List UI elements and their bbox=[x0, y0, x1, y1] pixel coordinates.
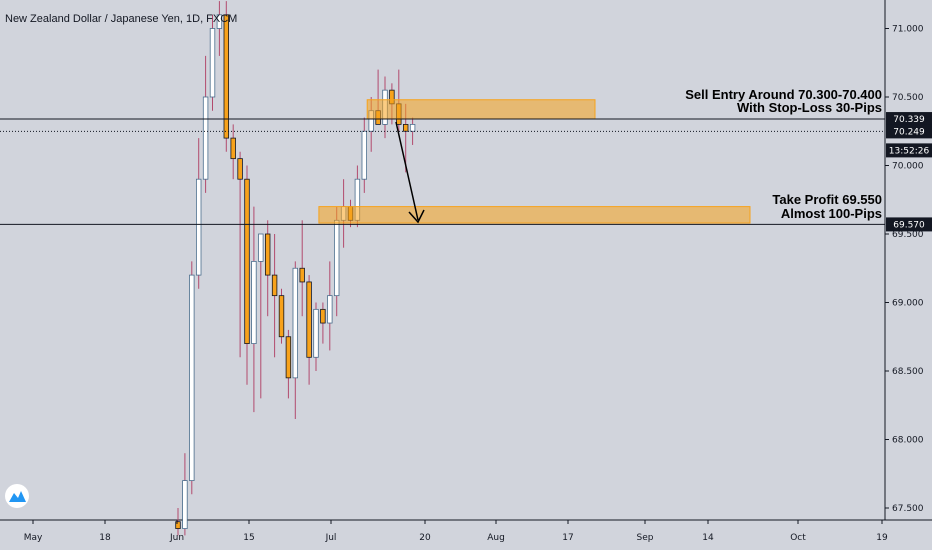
candle-body bbox=[285, 336, 292, 379]
candle-body bbox=[409, 124, 416, 132]
x-tick-label: 15 bbox=[243, 533, 254, 543]
tp-zone bbox=[318, 206, 751, 224]
levels-group bbox=[0, 118, 885, 225]
x-tick-label: Sep bbox=[637, 533, 654, 543]
candle-body bbox=[195, 178, 202, 276]
price-tag-label: 13:52:26 bbox=[889, 146, 930, 156]
x-tick-label: 20 bbox=[419, 533, 431, 543]
y-tick-label: 69.500 bbox=[892, 230, 924, 240]
candle-body bbox=[258, 233, 264, 262]
candle-body bbox=[292, 267, 298, 379]
y-tick-label: 69.000 bbox=[892, 299, 924, 309]
x-tick-label: 18 bbox=[99, 533, 111, 543]
price-scale[interactable] bbox=[885, 0, 932, 550]
price-tag-label: 70.339 bbox=[893, 115, 925, 125]
price-tag-label: 69.570 bbox=[893, 220, 925, 230]
x-tick-label: Oct bbox=[790, 533, 806, 543]
x-tick-label: 14 bbox=[702, 533, 714, 543]
candle-body bbox=[216, 14, 223, 29]
candles-group bbox=[175, 1, 416, 536]
candle-body bbox=[361, 130, 367, 180]
plot-area[interactable] bbox=[0, 0, 885, 520]
x-ticks-group: May 18 Jun 15 Jul 20 Aug 17 Sep 14 Oct 19 bbox=[24, 520, 888, 543]
price-tag-bg bbox=[886, 124, 932, 139]
candle-body bbox=[278, 295, 285, 338]
x-tick-label: 17 bbox=[562, 533, 573, 543]
y-tick-label: 67.500 bbox=[892, 504, 924, 514]
candle-body bbox=[327, 295, 333, 324]
x-tick-label: Jun bbox=[169, 533, 184, 543]
candle-body bbox=[264, 233, 271, 276]
candle-body bbox=[333, 219, 340, 297]
tp-note-line2: Almost 100-Pips bbox=[781, 206, 882, 221]
chart-title: New Zealand Dollar / Japanese Yen, 1D, F… bbox=[5, 13, 237, 25]
y-ticks-group: 67.500 68.000 68.500 69.000 69.500 70.000 70.5… bbox=[885, 25, 924, 514]
y-tick-label: 68.000 bbox=[892, 436, 924, 446]
price-tag-label: 70.249 bbox=[893, 127, 925, 137]
x-tick-label: 19 bbox=[876, 533, 888, 543]
sell-zone bbox=[366, 99, 596, 120]
candle-body bbox=[313, 308, 319, 358]
price-tag-bg bbox=[886, 143, 932, 158]
x-tick-label: May bbox=[24, 533, 43, 543]
candle-body bbox=[306, 281, 312, 358]
candle-body bbox=[230, 137, 236, 160]
candle-body bbox=[251, 260, 257, 344]
candle-body bbox=[271, 274, 278, 297]
y-tick-label: 71.000 bbox=[892, 25, 924, 35]
x-tick-label: Jul bbox=[325, 533, 337, 543]
candle-body bbox=[320, 308, 326, 324]
tradingview-logo-icon[interactable] bbox=[5, 484, 29, 508]
candle-body bbox=[223, 14, 229, 139]
candle-body bbox=[237, 158, 243, 180]
y-tick-label: 70.000 bbox=[892, 162, 924, 172]
price-tag-bg bbox=[886, 112, 932, 127]
candle-body bbox=[244, 178, 250, 344]
price-tags-group: 70.339 70.249 13:52:26 69.570 bbox=[886, 112, 932, 232]
tp-note-line1: Take Profit 69.550 bbox=[772, 192, 882, 207]
candle-body bbox=[189, 274, 195, 482]
zones-group bbox=[318, 99, 751, 224]
y-tick-label: 70.500 bbox=[892, 93, 924, 103]
candle-body bbox=[175, 521, 181, 529]
sell-note-line2: With Stop-Loss 30-Pips bbox=[737, 100, 882, 115]
candle-body bbox=[402, 124, 409, 132]
price-tag-bg bbox=[886, 217, 932, 232]
candle-body bbox=[299, 267, 305, 283]
candle-body bbox=[209, 28, 216, 98]
y-tick-label: 68.500 bbox=[892, 367, 924, 377]
candle-body bbox=[182, 480, 188, 529]
candle-body bbox=[202, 96, 209, 180]
sell-note-line1: Sell Entry Around 70.300-70.400 bbox=[685, 87, 882, 102]
x-tick-label: Aug bbox=[487, 533, 505, 543]
arrow-icon bbox=[395, 121, 425, 224]
